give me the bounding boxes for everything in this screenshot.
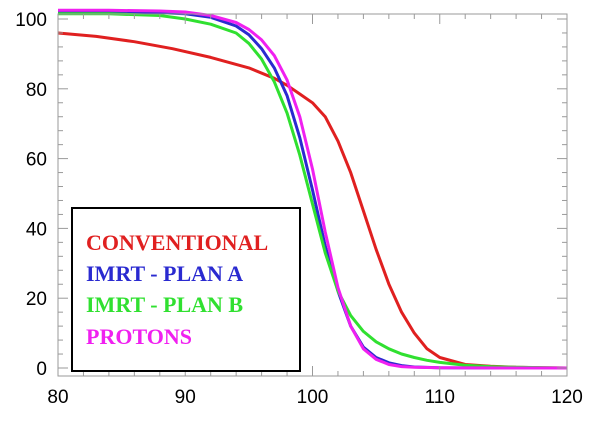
legend-box [71,207,301,372]
x-tick-label: 120 [551,387,583,408]
x-tick-label: 90 [175,387,196,408]
x-tick-label: 110 [425,387,455,408]
legend: CONVENTIONAL IMRT - PLAN A IMRT - PLAN B… [71,207,301,372]
legend-label-conventional: CONVENTIONAL [86,230,268,255]
y-tick-label: 80 [26,80,47,101]
legend-label-protons: PROTONS [86,324,192,349]
x-tick-label: 100 [297,387,329,408]
y-tick-label: 0 [36,359,47,380]
y-tick-label: 60 [26,150,47,171]
legend-label-imrt-plan-b: IMRT - PLAN B [86,292,243,317]
legend-label-imrt-plan-a: IMRT - PLAN A [86,261,243,286]
y-tick-label: 100 [15,10,47,31]
x-tick-label: 80 [47,387,68,408]
series-line-imrt-plan-b [58,12,568,370]
y-tick-label: 20 [26,289,47,310]
ticks-layer: 80 90 100 110 120 0 20 40 60 80 100 [15,10,583,408]
y-tick-label: 40 [26,219,47,240]
